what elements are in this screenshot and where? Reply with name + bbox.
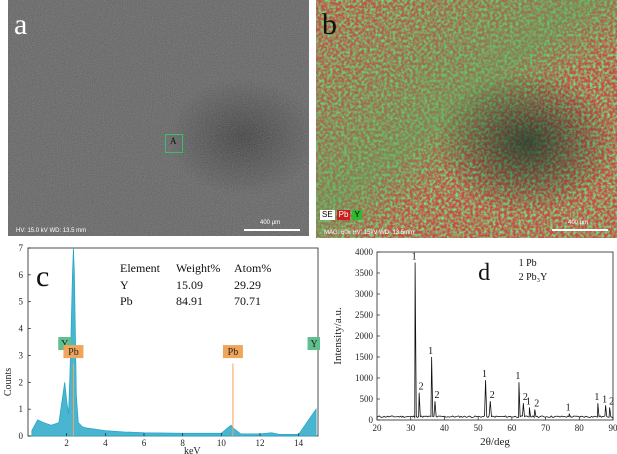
panel-letter-a: a bbox=[14, 8, 28, 41]
x-tick-label-d: 70 bbox=[541, 423, 551, 433]
eds-spectrum-area bbox=[31, 247, 317, 437]
peak-index-label: 1 bbox=[482, 369, 487, 380]
y-tick-label-d: 1500 bbox=[355, 352, 374, 362]
legend-entry-d: 1 Pb bbox=[519, 258, 537, 269]
map-legend-chip-y: Y bbox=[352, 210, 362, 220]
peak-index-label: 2 bbox=[523, 392, 528, 403]
y-axis-label-c: Counts bbox=[3, 368, 14, 396]
peak-label-text: Pb bbox=[228, 347, 239, 358]
table-cell: Y bbox=[120, 278, 129, 292]
sem-info-a: HV: 15.0 kV WD: 13.5 mm bbox=[16, 228, 87, 234]
peak-index-label: 2 bbox=[609, 396, 614, 407]
y-tick-label-c: 3 bbox=[19, 350, 24, 360]
y-tick-label-c: 1 bbox=[19, 404, 24, 414]
region-a-box: A bbox=[165, 134, 183, 153]
panel-b-eds-map: b SE Pb Y 400 μm MAG: 60x HV: 15kV WD: 13.… bbox=[316, 0, 617, 238]
table-header: Element bbox=[120, 261, 161, 275]
y-tick-label-d: 2500 bbox=[355, 310, 374, 320]
x-tick-label-d: 80 bbox=[575, 423, 585, 433]
eds-map-legend: SE Pb Y bbox=[320, 210, 362, 220]
peak-index-label: 1 bbox=[428, 346, 433, 357]
peak-index-label: 1 bbox=[566, 403, 571, 414]
x-tick-label-c: 12 bbox=[256, 438, 265, 448]
peak-index-label: 2 bbox=[419, 382, 424, 393]
table-cell: 70.71 bbox=[234, 294, 261, 308]
x-tick-label-d: 40 bbox=[440, 423, 450, 433]
region-a-label: A bbox=[170, 136, 177, 146]
scale-label-b: 400 μm bbox=[568, 220, 589, 226]
x-tick-label-c: 10 bbox=[217, 438, 227, 448]
peak-label-bg bbox=[222, 345, 243, 359]
y-tick-label-c: 0 bbox=[19, 431, 24, 441]
panel-letter-d: d bbox=[478, 260, 490, 286]
peak-index-label: 1 bbox=[515, 371, 520, 382]
peak-label-pb: Pb bbox=[222, 345, 243, 359]
x-tick-label-d: 30 bbox=[406, 423, 416, 433]
map-legend-chip-se: SE bbox=[320, 210, 335, 220]
plot-frame-d bbox=[376, 251, 614, 421]
y-tick-label-d: 500 bbox=[360, 394, 374, 404]
scale-bar-a bbox=[244, 229, 300, 231]
table-cell: 84.91 bbox=[176, 294, 203, 308]
y-tick-label-c: 6 bbox=[19, 270, 24, 280]
x-tick-label-c: 6 bbox=[142, 438, 147, 448]
x-tick-label-d: 60 bbox=[507, 423, 517, 433]
y-tick-label-c: 2 bbox=[19, 377, 24, 387]
peak-label-text: Pb bbox=[68, 347, 79, 358]
sem-info-b: MAG: 60x HV: 15kV WD: 13.5mm bbox=[324, 230, 415, 236]
y-tick-label-c: 4 bbox=[19, 324, 24, 334]
y-axis-label-d: Intensity/a.u. bbox=[332, 307, 344, 365]
y-tick-label-d: 3500 bbox=[355, 268, 374, 278]
panel-letter-b: b bbox=[322, 8, 337, 41]
table-header: Weight% bbox=[176, 261, 220, 275]
y-tick-label-c: 7 bbox=[19, 243, 24, 253]
peak-index-label: 1 bbox=[602, 394, 607, 405]
table-cell: Pb bbox=[120, 294, 133, 308]
x-tick-label-c: 8 bbox=[180, 438, 185, 448]
peak-index-label: 1 bbox=[594, 392, 599, 403]
x-tick-label-c: 4 bbox=[103, 438, 108, 448]
peak-index-label: 1 bbox=[412, 252, 417, 263]
x-tick-label-c: 2 bbox=[64, 438, 69, 448]
y-tick-label-d: 4000 bbox=[355, 247, 374, 257]
scale-bar-b bbox=[552, 229, 608, 231]
x-tick-label-d: 50 bbox=[474, 423, 484, 433]
y-tick-label-d: 1000 bbox=[355, 373, 374, 383]
table-cell: 15.09 bbox=[176, 278, 203, 292]
peak-label-text: Y bbox=[310, 339, 317, 350]
y-tick-label-d: 3000 bbox=[355, 289, 374, 299]
xrd-pattern-line bbox=[376, 262, 614, 419]
table-cell: 29.29 bbox=[234, 278, 261, 292]
panel-letter-c: c bbox=[36, 260, 49, 293]
peak-label-pb: Pb bbox=[63, 345, 84, 359]
peak-index-label: 2 bbox=[434, 390, 439, 401]
peak-index-label: 2 bbox=[534, 399, 539, 410]
peak-index-label: 1 bbox=[526, 396, 531, 407]
map-legend-chip-pb: Pb bbox=[336, 210, 351, 220]
legend-entry-d: 2 Pb₃Y bbox=[519, 272, 548, 283]
y-tick-label-d: 0 bbox=[369, 415, 374, 425]
peak-label-text: Y bbox=[61, 339, 68, 350]
x-tick-label-d: 20 bbox=[373, 423, 383, 433]
y-tick-label-d: 2000 bbox=[355, 331, 374, 341]
x-tick-label-d: 90 bbox=[609, 423, 617, 433]
table-header: Atom% bbox=[234, 261, 271, 275]
x-axis-label-d: 2θ/deg bbox=[480, 436, 510, 448]
panel-a-sem-image: a A 400 μm HV: 15.0 kV WD: 13.5 mm bbox=[8, 0, 309, 236]
peak-label-y: Y bbox=[307, 337, 320, 351]
y-tick-label-c: 5 bbox=[19, 297, 24, 307]
peak-index-label: 2 bbox=[490, 390, 495, 401]
panel-letter-bg-c bbox=[32, 262, 54, 290]
x-axis-label-c: keV bbox=[184, 446, 201, 454]
eds-map-texture bbox=[316, 0, 617, 238]
x-tick-label-c: 14 bbox=[294, 438, 304, 448]
sem-texture-a bbox=[8, 0, 309, 236]
scale-label-a: 400 μm bbox=[260, 220, 281, 226]
peak-label-bg bbox=[63, 345, 84, 359]
peak-label-bg bbox=[307, 337, 320, 351]
